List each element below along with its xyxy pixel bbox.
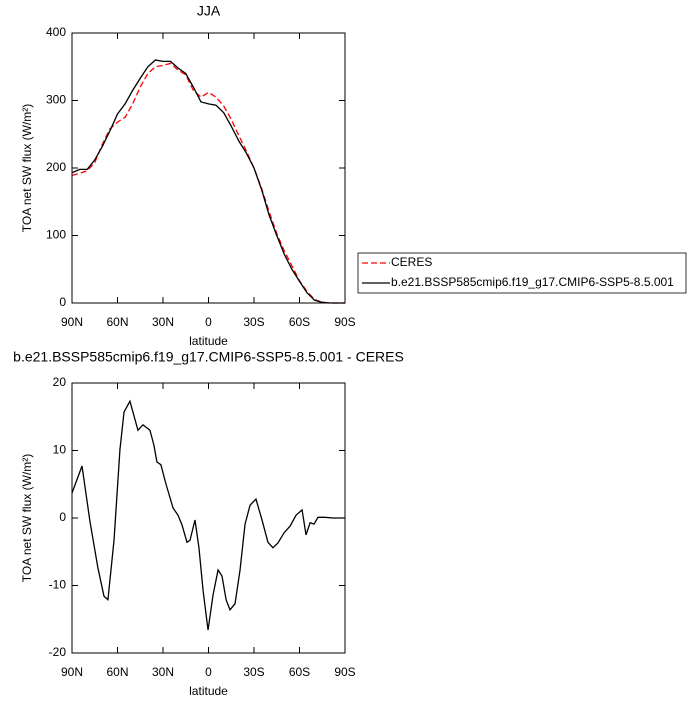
x-tick-label: 30N bbox=[152, 315, 174, 329]
chart-title: b.e21.BSSP585cmip6.f19_g17.CMIP6-SSP5-8.… bbox=[13, 349, 404, 365]
x-tick-label: 30N bbox=[152, 665, 174, 679]
x-tick-label: 90N bbox=[61, 665, 83, 679]
legend-label: b.e21.BSSP585cmip6.f19_g17.CMIP6-SSP5-8.… bbox=[391, 275, 674, 289]
x-tick-label: 90N bbox=[61, 315, 83, 329]
legend-label: CERES bbox=[391, 255, 432, 269]
x-tick-label: 0 bbox=[205, 315, 212, 329]
y-tick-label: 0 bbox=[59, 295, 66, 309]
x-tick-label: 30S bbox=[243, 665, 264, 679]
y-tick-label: 400 bbox=[46, 25, 66, 39]
y-tick-label: 10 bbox=[53, 443, 67, 457]
x-tick-label: 60S bbox=[289, 665, 310, 679]
legend-box bbox=[357, 252, 687, 294]
y-tick-label: 300 bbox=[46, 93, 66, 107]
x-tick-label: 90S bbox=[334, 315, 355, 329]
plot-frame bbox=[71, 32, 346, 304]
y-tick-label: 100 bbox=[46, 228, 66, 242]
data-line bbox=[71, 59, 345, 304]
x-tick-label: 90S bbox=[334, 665, 355, 679]
y-axis-label: TOA net SW flux (W/m²) bbox=[20, 454, 34, 582]
x-tick-label: 0 bbox=[205, 665, 212, 679]
x-axis-label: latitude bbox=[189, 334, 228, 348]
data-line bbox=[71, 399, 345, 631]
x-tick-label: 60N bbox=[106, 665, 128, 679]
chart-title: JJA bbox=[197, 3, 221, 19]
x-axis-label: latitude bbox=[189, 684, 228, 698]
y-tick-label: 20 bbox=[53, 375, 67, 389]
x-tick-label: 30S bbox=[243, 315, 264, 329]
y-tick-label: 0 bbox=[59, 510, 66, 524]
data-line bbox=[71, 62, 345, 304]
y-tick-label: -20 bbox=[49, 645, 67, 659]
y-tick-label: -10 bbox=[49, 578, 67, 592]
plot-frame bbox=[71, 382, 346, 654]
y-axis-label: TOA net SW flux (W/m²) bbox=[20, 104, 34, 232]
x-tick-label: 60N bbox=[106, 315, 128, 329]
y-tick-label: 200 bbox=[46, 160, 66, 174]
x-tick-label: 60S bbox=[289, 315, 310, 329]
